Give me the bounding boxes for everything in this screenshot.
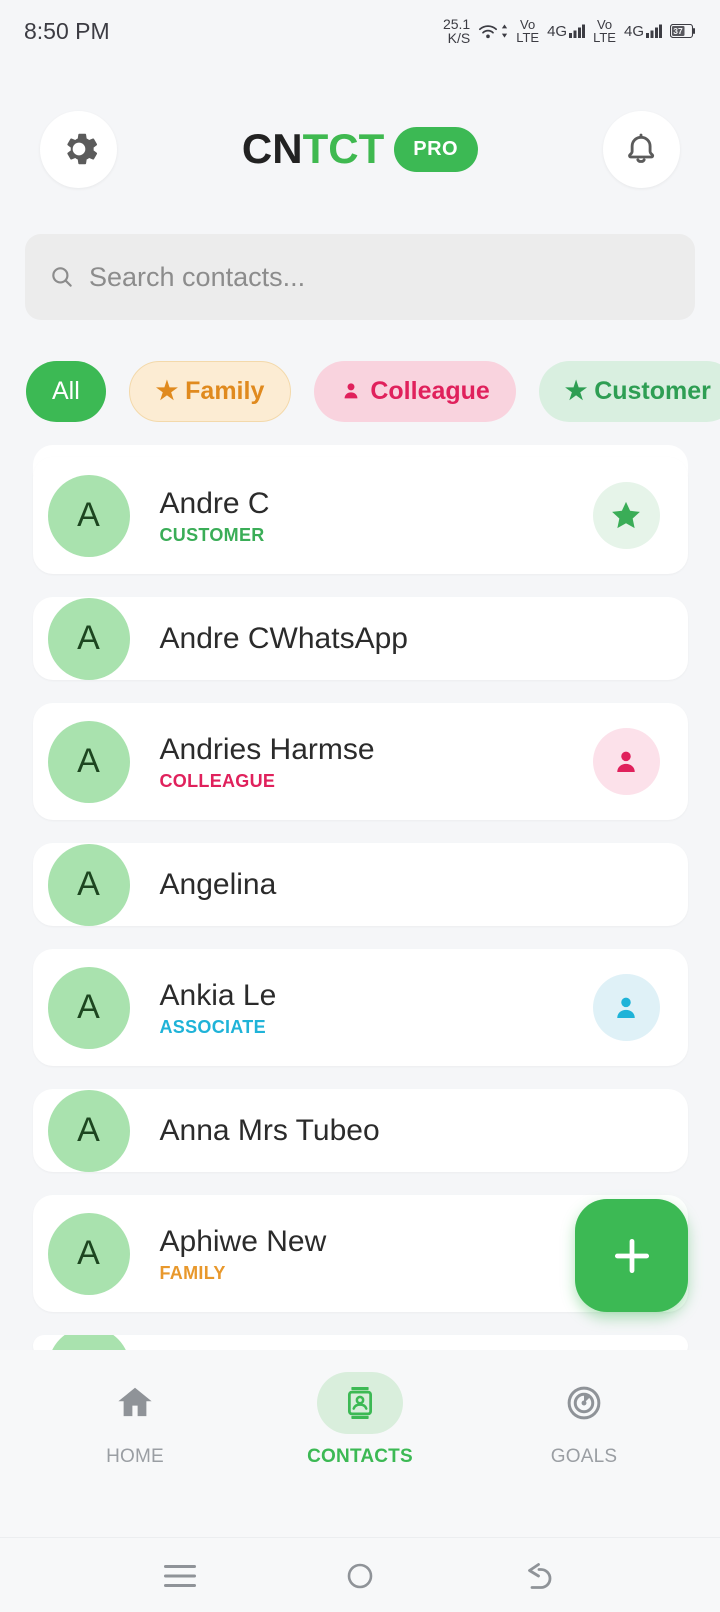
svg-text:37: 37 <box>673 26 683 36</box>
